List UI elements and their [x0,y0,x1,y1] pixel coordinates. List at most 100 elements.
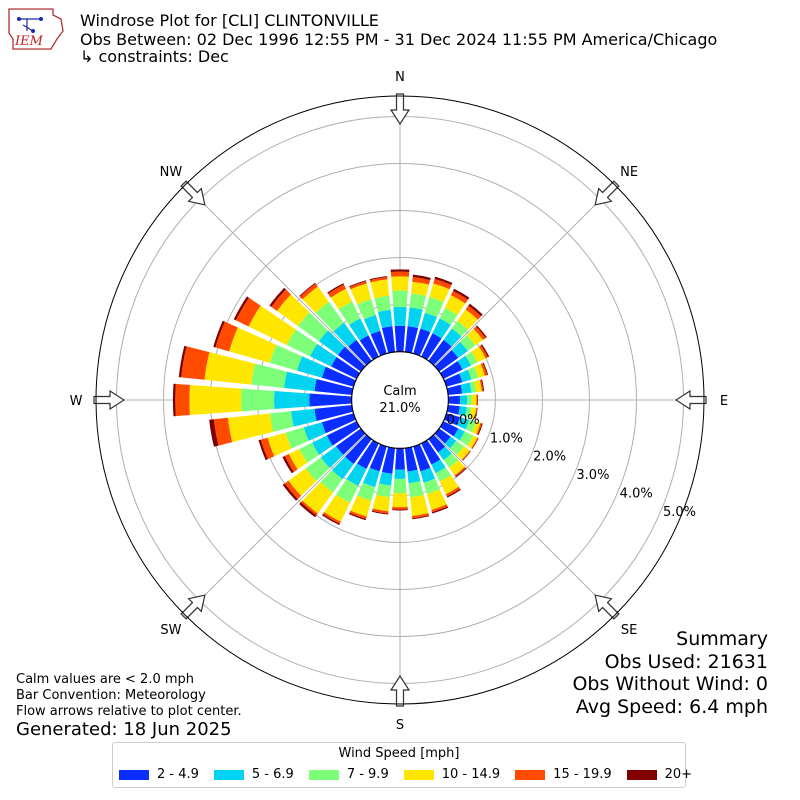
wind-bar-segment [426,489,447,510]
wind-bar-segment [369,277,388,283]
wind-bar-segment [412,274,431,281]
wind-bar-segment [428,339,452,366]
chart-constraints: ↳ constraints: Dec [80,47,229,66]
wind-bar-segment [421,440,441,465]
wind-bar-segment [305,457,330,482]
wind-bar-segment [449,440,464,455]
wind-bar-segment [445,486,461,497]
wind-bar-segment [411,513,429,519]
radial-tick-label: 3.0% [576,468,609,483]
wind-bar-segment [475,325,487,338]
wind-bar-segment [372,508,389,514]
wind-bar-segment [309,343,337,367]
wind-bar-segment [285,427,309,449]
wind-bar-segment [453,428,465,441]
wind-bars [172,269,490,526]
wind-bar-segment [412,515,430,520]
wind-bar-segment [431,506,449,514]
wind-bar-segment [456,446,470,460]
wind-bar-segment [331,357,360,379]
wind-bar-segment [282,456,294,474]
legend-label: 5 - 6.9 [251,767,294,782]
wind-bar-segment [299,282,316,297]
wind-bar-segment [299,502,317,518]
wind-bar-segment [296,356,326,378]
radial-tick-label: 0.0% [447,413,480,428]
wind-bar-segment [432,318,451,339]
wind-bar-segment [434,428,451,444]
wind-bar-segment [392,509,408,511]
legend-item: 15 - 19.9 [515,767,612,782]
chart-subtitle: Obs Between: 02 Dec 1996 12:55 PM - 31 D… [80,30,718,49]
wind-bar-segment [327,283,344,294]
legend-swatch [119,769,149,780]
legend-item: 10 - 14.9 [403,767,500,782]
radial-tick-labels: 0.0% 1.0% 2.0% 3.0% 4.0% 5.0% [447,413,696,520]
wind-bar-segment [413,444,431,472]
chart-notes: Calm values are < 2.0 mph Bar Convention… [16,672,242,720]
outer-ring [95,95,705,705]
wind-bar-segment [381,446,396,474]
wind-bar-segment [277,294,310,327]
wind-bar-segment [479,379,484,392]
wind-bar-segment [461,450,471,461]
wind-bar-segment [291,408,317,427]
chart-title: Windrose Plot for [CLI] CLINTONVILLE [80,11,379,30]
wind-bar-segment [271,289,291,311]
wind-bar-segment [376,483,392,498]
wind-bar-segment [431,459,446,474]
wind-bar-segment [424,296,444,318]
legend: Wind Speed [mph] 2 - 4.9 5 - 6.9 7 - 9.9 10… [112,742,692,788]
wind-bar-segment [286,329,318,357]
wind-bar-segment [460,395,468,405]
wind-bar-segment [314,379,354,396]
legend-item: 5 - 6.9 [213,767,294,782]
wind-bar-segment [369,276,388,281]
wind-bar-segment [172,383,176,417]
direction-label: S [396,718,404,733]
wind-bar-segment [392,506,408,510]
grid-spoke [433,182,618,367]
legend-items: 2 - 4.9 5 - 6.9 7 - 9.9 10 - 14.9 15 - 19.9 2… [119,767,707,782]
wind-bar-segment [429,283,450,303]
wind-bar-segment [302,482,334,514]
wind-bar-segment [178,345,187,378]
legend-label: 20+ [664,767,693,782]
wind-bar-segment [439,307,458,325]
wind-bar-segment [459,369,472,383]
summary-obs-without-wind: Obs Without Wind: 0 [572,673,768,695]
legend-swatch [213,769,244,780]
flow-arrow-icon [389,93,411,126]
wind-bar-segment [204,352,256,385]
wind-bar-segment [350,495,372,517]
wind-bar-segment [349,280,367,288]
wind-bar-segment [459,431,474,446]
wind-bar-segment [357,482,376,501]
wind-bar-segment [482,362,489,376]
wind-bar-segment [235,297,261,327]
wind-bar-segment [469,381,477,393]
wind-bar-segment [433,278,452,290]
wind-bar-segment [435,467,451,482]
wind-bar-segment [229,327,277,363]
wind-bar-segment [324,494,351,522]
flow-arrows-note: Flow arrows relative to plot center. [16,704,242,719]
wind-bar-segment [299,283,318,300]
wind-bar-segment [312,435,333,455]
direction-label: SW [160,623,181,638]
wind-bar-segment [357,299,376,320]
wind-bar-segment [371,510,389,515]
wind-bar-segment [477,394,479,406]
legend-label: 15 - 19.9 [553,767,612,782]
wind-bar-segment [318,330,345,356]
wind-bar-segment [391,276,409,291]
wind-bar-segment [460,335,476,351]
wind-bar-segment [282,483,298,501]
wind-bar-segment [181,346,210,380]
wind-bar-segment [474,379,482,393]
wind-bar-segment [370,330,387,356]
wind-bar-segment [421,333,442,360]
wind-bar-segment [370,279,390,299]
wind-bar-segment [471,346,486,363]
wind-bar-segment [457,417,470,430]
